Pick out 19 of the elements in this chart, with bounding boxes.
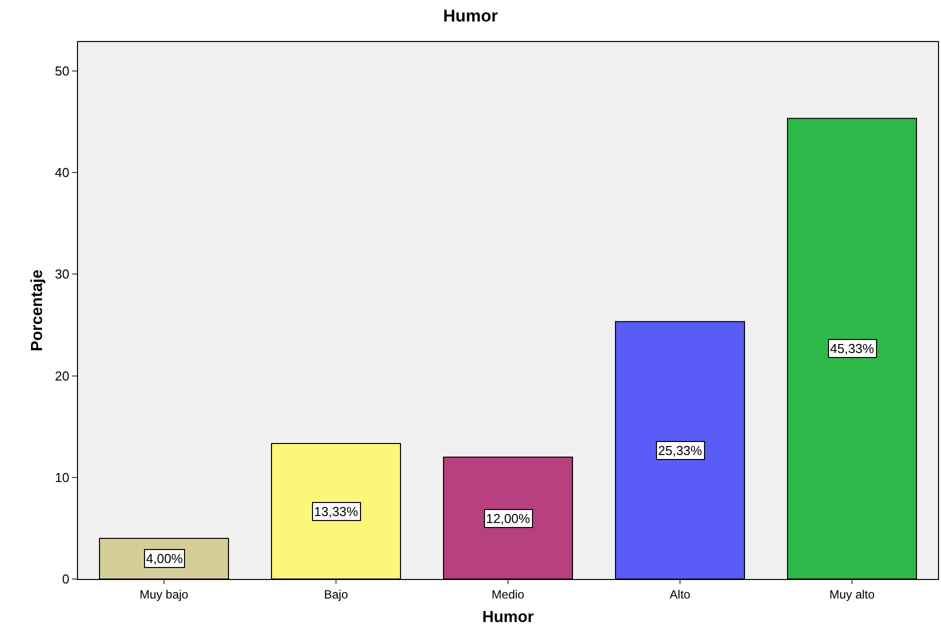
y-axis-title: Porcentaje (28, 269, 46, 352)
x-tick-label: Medio (492, 587, 525, 602)
y-tick-label: 0 (62, 572, 70, 587)
y-tick-label: 10 (54, 470, 70, 485)
x-tick-label: Alto (670, 587, 691, 602)
y-tick-label: 30 (54, 266, 70, 282)
x-tick-label: Muy bajo (140, 587, 189, 602)
x-tick-label: Muy alto (829, 587, 875, 602)
y-tick-label: 40 (54, 165, 70, 180)
x-axis-title: Humor (482, 609, 534, 626)
data-label: 12,00% (486, 511, 531, 526)
chart-title: Humor (443, 6, 498, 26)
data-label: 45,33% (830, 341, 875, 356)
x-tick-label: Bajo (324, 587, 348, 602)
data-label: 25,33% (658, 443, 703, 458)
y-tick-label: 50 (54, 64, 70, 79)
y-tick-label: 20 (54, 368, 70, 384)
data-label: 4,00% (146, 551, 184, 566)
data-label: 13,33% (314, 504, 359, 519)
